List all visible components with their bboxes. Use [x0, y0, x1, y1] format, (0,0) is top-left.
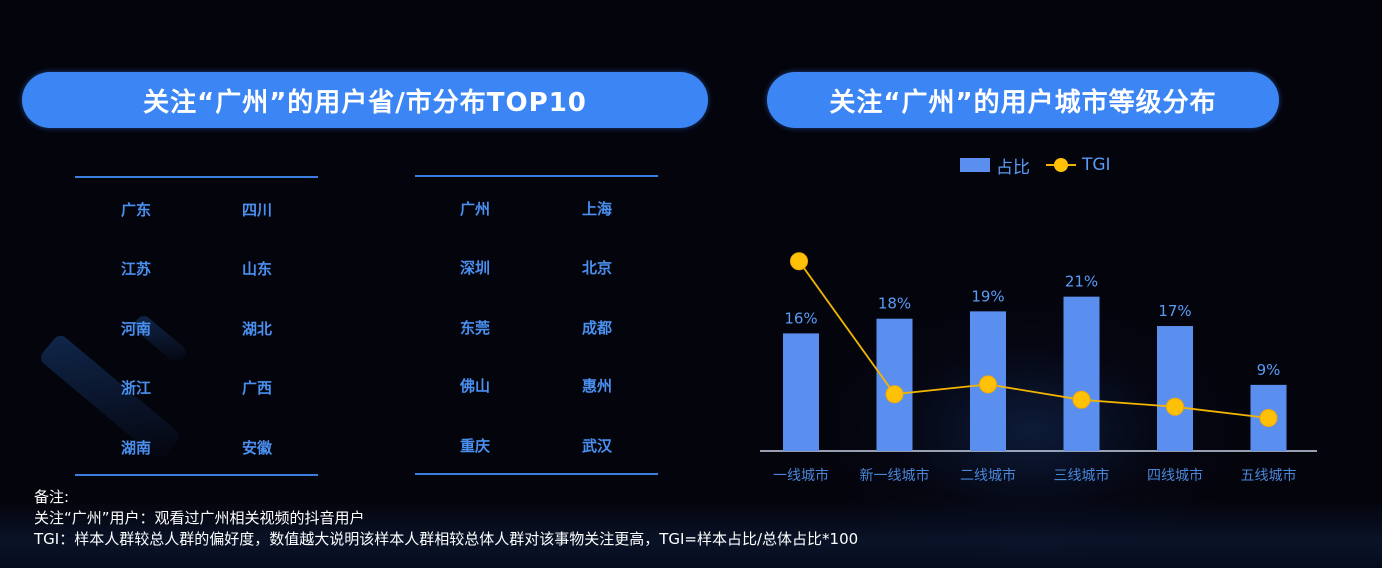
city-cell: 佛山 — [459, 377, 490, 395]
province-cell: 湖南 — [120, 439, 151, 457]
table-bottom-border — [75, 474, 318, 476]
x-tick-label: 二线城市 — [960, 467, 1016, 484]
x-tick-label: 一线城市 — [773, 467, 829, 484]
province-city-title: 关注“广州”的用户省/市分布TOP10 — [22, 72, 708, 128]
bar — [876, 318, 913, 451]
bar-value-label: 21% — [1065, 273, 1098, 291]
province-cell: 山东 — [241, 260, 272, 278]
bar-value-label: 19% — [971, 287, 1004, 305]
tgi-point-marker — [1259, 409, 1278, 427]
notes-line-2: TGI：样本人群较总人群的偏好度，数值越大说明该样本人群相较总体人群对该事物关注… — [34, 530, 859, 548]
tgi-point-marker — [885, 385, 904, 404]
footnotes: 备注: 关注“广州”用户：观看过广州相关视频的抖音用户 TGI：样本人群较总人群… — [34, 487, 858, 550]
table-bottom-border — [415, 473, 658, 475]
province-cell: 浙江 — [120, 379, 151, 397]
bar — [1157, 326, 1193, 451]
city-cell: 深圳 — [459, 259, 490, 277]
table-top-border — [415, 175, 658, 177]
city-cell: 惠州 — [581, 377, 612, 395]
city-tier-title-text: 关注“广州”的用户城市等级分布 — [829, 87, 1217, 118]
city-cell: 成都 — [581, 319, 612, 337]
bar-value-label: 17% — [1158, 302, 1191, 320]
bar — [783, 333, 819, 451]
city-cell: 重庆 — [459, 437, 490, 455]
tgi-point-marker — [790, 252, 808, 271]
bar-value-label: 18% — [878, 295, 911, 313]
chart-legend: 占比 TGI — [960, 152, 1111, 178]
tgi-point-marker — [979, 375, 997, 394]
bar — [1063, 296, 1100, 451]
tgi-point-marker — [1166, 397, 1184, 416]
bar-value-label: 9% — [1257, 361, 1281, 379]
x-tick-label: 三线城市 — [1054, 467, 1110, 484]
bar-legend-swatch-icon — [960, 158, 990, 172]
city-cell: 东莞 — [459, 319, 490, 337]
line-legend-label: TGI — [1082, 155, 1111, 175]
province-cell: 广东 — [120, 201, 151, 219]
province-cell: 四川 — [241, 201, 272, 219]
x-tick-label: 四线城市 — [1147, 467, 1203, 484]
table-top-border — [75, 176, 318, 178]
x-tick-label: 新一线城市 — [860, 467, 930, 484]
tgi-point-marker — [1072, 390, 1091, 409]
notes-line-1: 关注“广州”用户：观看过广州相关视频的抖音用户 — [34, 509, 365, 527]
province-cell: 河南 — [120, 320, 151, 338]
city-tier-title: 关注“广州”的用户城市等级分布 — [767, 72, 1279, 128]
bar-value-label: 16% — [784, 309, 817, 327]
tgi-line — [798, 260, 1269, 419]
city-tier-chart: 16% 一线城市 18% 新一线城市 19% 二线城市 21% 三线城市 17% 四线城市 9% 五线… — [760, 252, 1317, 484]
bar-legend-label: 占比 — [996, 157, 1030, 178]
province-cell: 江苏 — [120, 260, 151, 278]
notes-heading: 备注: — [34, 488, 70, 506]
city-cell: 广州 — [459, 200, 490, 218]
province-city-title-text: 关注“广州”的用户省/市分布TOP10 — [143, 87, 587, 118]
city-cell: 北京 — [581, 259, 612, 277]
city-cell: 武汉 — [581, 437, 612, 455]
province-cell: 湖北 — [241, 320, 272, 338]
x-tick-label: 五线城市 — [1241, 467, 1297, 484]
province-cell: 安徽 — [241, 439, 272, 457]
province-cell: 广西 — [241, 379, 272, 397]
line-legend-marker-icon — [1046, 158, 1076, 172]
city-cell: 上海 — [581, 200, 612, 218]
